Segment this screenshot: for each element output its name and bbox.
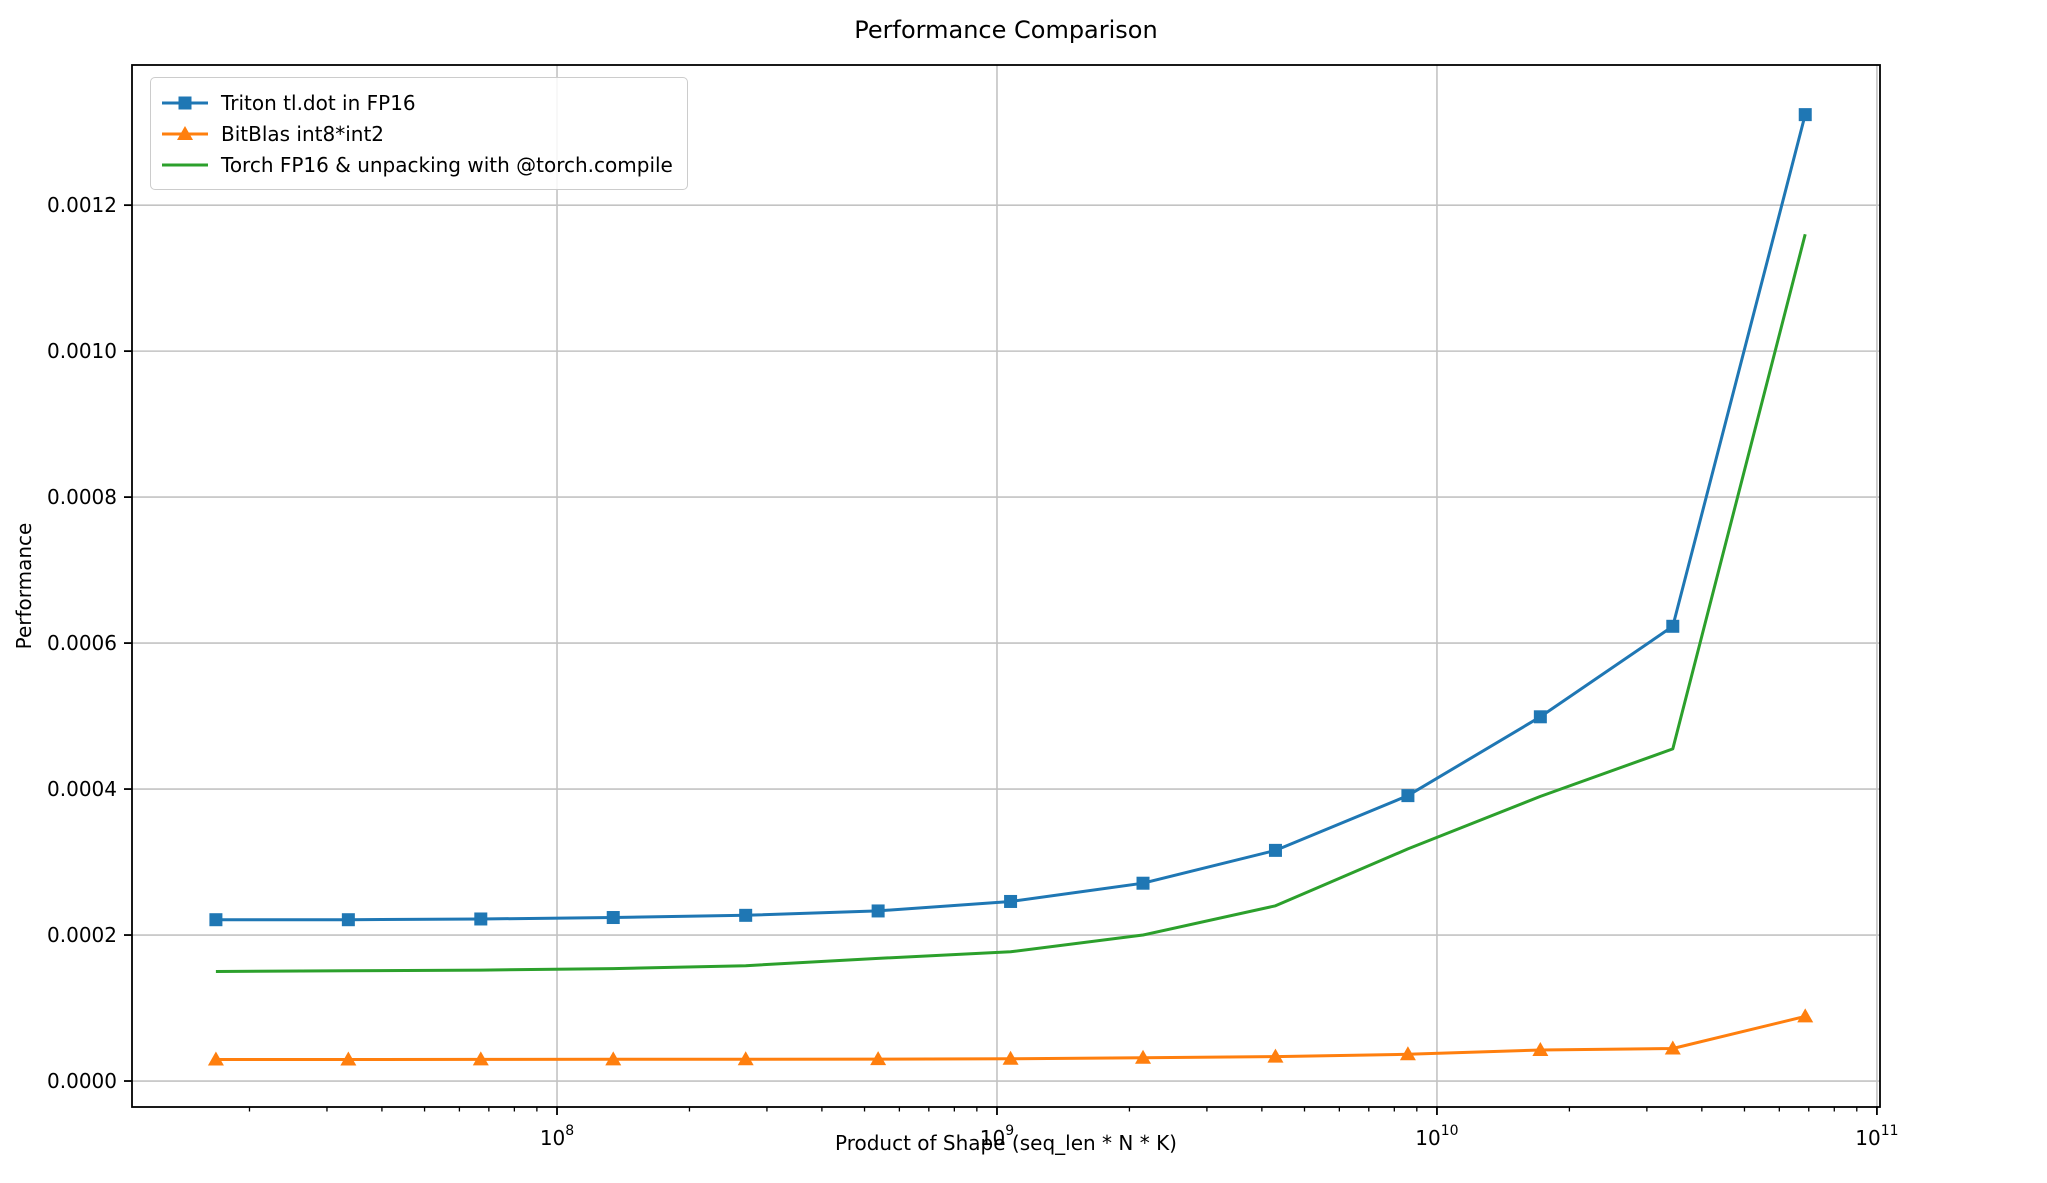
x-tick-label: 1011	[1855, 1123, 1898, 1150]
series-line-0	[215, 114, 1807, 922]
y-tick-label: 0.0010	[47, 339, 117, 363]
series-1-marker	[1002, 1050, 1019, 1065]
legend-label-2: Torch FP16 & unpacking with @torch.compi…	[221, 152, 673, 177]
y-tick-label: 0.0008	[47, 485, 117, 509]
legend: Triton tl.dot in FP16 BitBlas int8*int2 To…	[150, 77, 688, 190]
series-0-marker	[1268, 843, 1282, 857]
series-0-marker	[606, 911, 620, 925]
series-0-marker	[341, 913, 355, 927]
series-1-marker	[472, 1051, 489, 1066]
plot-frame	[131, 64, 1881, 1108]
series-0-marker	[1136, 876, 1150, 890]
legend-label-1: BitBlas int8*int2	[221, 121, 385, 146]
series-0-marker	[871, 904, 885, 918]
series-1-marker	[737, 1051, 754, 1066]
legend-label-0: Triton tl.dot in FP16	[221, 90, 416, 115]
series-0-marker	[1533, 710, 1547, 724]
series-0-marker	[739, 908, 753, 922]
y-tick-label: 0.0000	[47, 1069, 117, 1093]
x-tick-label: 1010	[1415, 1123, 1458, 1150]
series-1-marker	[1797, 1008, 1814, 1023]
series-0-marker	[1798, 108, 1812, 122]
y-tick-label: 0.0012	[47, 193, 117, 217]
legend-marker-icon	[162, 96, 208, 109]
legend-marker-icon	[162, 125, 208, 140]
series-1-marker	[1664, 1040, 1681, 1055]
series-1-marker	[340, 1051, 357, 1066]
series-0-marker	[1401, 789, 1415, 803]
series-0-marker	[1004, 894, 1018, 908]
y-tick-label: 0.0002	[47, 923, 117, 947]
chart-title: Performance Comparison	[854, 16, 1158, 44]
legend-item-0: Triton tl.dot in FP16	[161, 87, 673, 118]
series-1-marker	[605, 1051, 622, 1066]
series-1-marker	[1135, 1049, 1152, 1064]
x-tick-label: 108	[540, 1123, 574, 1150]
series-line-2	[215, 233, 1807, 973]
series-1-marker	[1532, 1041, 1549, 1056]
x-axis-label: Product of Shape (seq_len * N * K)	[835, 1131, 1177, 1155]
series-1-marker	[207, 1051, 224, 1066]
series-1-marker	[1267, 1048, 1284, 1063]
legend-marker-icon	[162, 163, 208, 166]
legend-item-2: Torch FP16 & unpacking with @torch.compi…	[161, 149, 673, 180]
series-0-marker	[474, 912, 488, 926]
series-0-marker	[209, 913, 223, 927]
y-tick-label: 0.0004	[47, 777, 117, 801]
y-axis-label: Performance	[12, 522, 36, 650]
legend-item-1: BitBlas int8*int2	[161, 118, 673, 149]
series-0-marker	[1666, 619, 1680, 633]
y-tick-label: 0.0006	[47, 631, 117, 655]
x-tick-label: 109	[980, 1123, 1014, 1150]
series-1-marker	[1399, 1046, 1416, 1061]
series-1-marker	[870, 1051, 887, 1066]
